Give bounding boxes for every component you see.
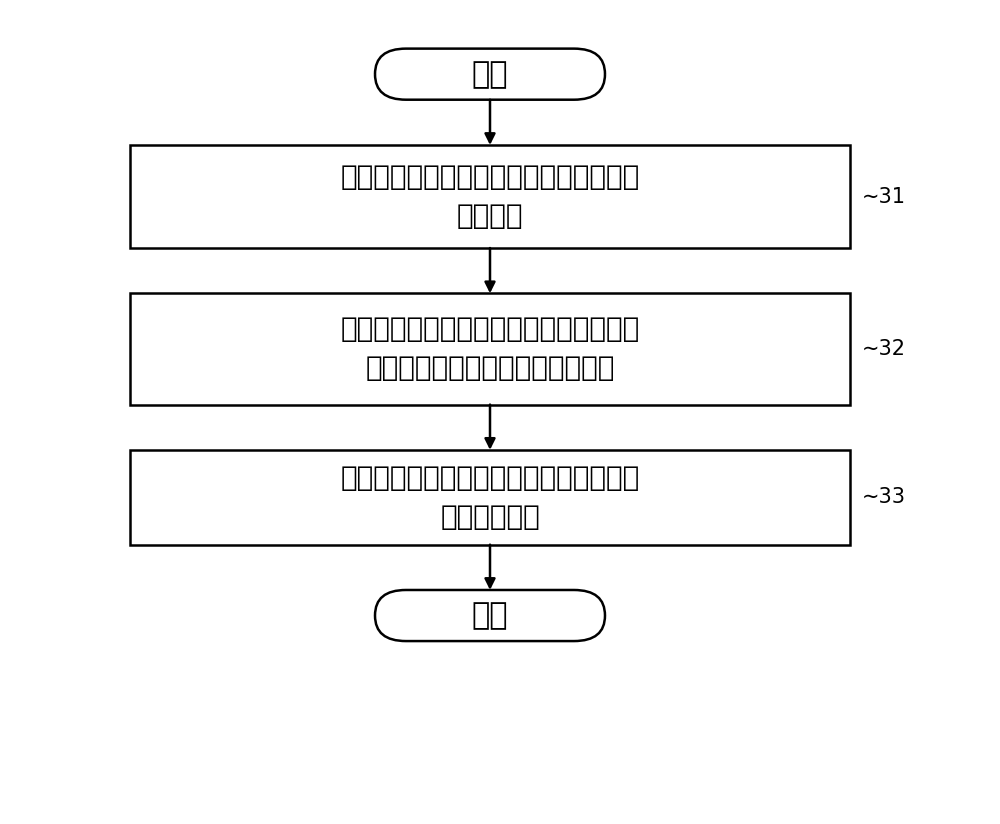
- Text: 开始: 开始: [472, 59, 508, 89]
- FancyBboxPatch shape: [375, 590, 605, 641]
- Text: 遵循精确时间协议与精确时间协议服务器
交换消息: 遵循精确时间协议与精确时间协议服务器 交换消息: [340, 163, 640, 230]
- Text: ∼32: ∼32: [862, 339, 906, 359]
- Text: 依据与消息相关的时间信息与大小信息，
计算网络频宽: 依据与消息相关的时间信息与大小信息， 计算网络频宽: [340, 464, 640, 531]
- Text: ∼31: ∼31: [862, 186, 906, 207]
- FancyBboxPatch shape: [375, 49, 605, 100]
- Bar: [130, 293, 850, 405]
- Text: 结束: 结束: [472, 601, 508, 630]
- Bar: [130, 145, 850, 248]
- Text: 依据与消息相关的时间信息，同步从属时
钟与精确时间协议服务器的主时钟: 依据与消息相关的时间信息，同步从属时 钟与精确时间协议服务器的主时钟: [340, 316, 640, 382]
- Bar: [130, 450, 850, 545]
- Text: ∼33: ∼33: [862, 487, 906, 508]
